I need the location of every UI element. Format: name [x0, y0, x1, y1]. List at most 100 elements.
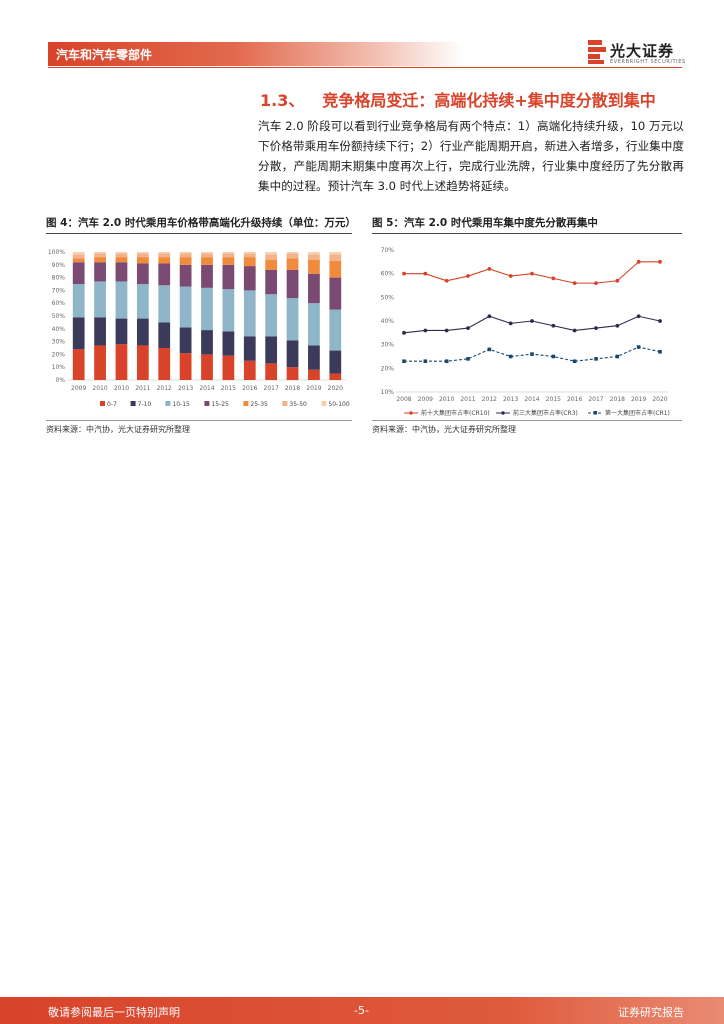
data-point: [658, 349, 662, 354]
brand-subtitle: EVERBRIGHT SECURITIES: [610, 59, 686, 65]
bar-segment: [115, 344, 128, 380]
data-point: [444, 278, 449, 283]
bar-segment: [329, 350, 342, 374]
bar-segment: [179, 353, 192, 380]
x-tick-label: 2011: [135, 385, 150, 392]
bar-segment: [308, 369, 320, 380]
brand-logo: 光大证券 EVERBRIGHT SECURITIES: [588, 38, 688, 68]
x-tick-label: 2014: [199, 385, 214, 392]
y-tick-label: 80%: [52, 275, 66, 282]
bar-segment: [201, 287, 213, 331]
x-tick-label: 2016: [567, 396, 582, 403]
bar-segment: [179, 253, 192, 258]
figure-4-source: 资料来源：中汽协，光大证券研究所整理: [46, 425, 190, 434]
x-tick-label: 2019: [631, 396, 646, 403]
bar-segment: [243, 266, 256, 291]
bar-segment: [286, 367, 299, 380]
data-point: [402, 330, 406, 335]
bar-segment: [265, 254, 278, 260]
data-point: [572, 281, 577, 286]
bar-segment: [222, 257, 235, 265]
bar-segment: [286, 340, 299, 368]
bar-segment: [243, 360, 256, 380]
figure-4-source-rule: [46, 420, 352, 421]
data-point: [530, 271, 534, 276]
footer-page-number: -5-: [354, 1004, 369, 1017]
data-point: [530, 319, 534, 323]
bar-segment: [222, 253, 235, 258]
brand-name: 光大证券: [610, 42, 675, 60]
y-tick-label: 30%: [52, 339, 66, 346]
y-tick-label: 100%: [48, 249, 65, 256]
legend-label: 25-35: [250, 401, 268, 408]
bar-segment: [201, 252, 213, 254]
figure-5-title-rule: [372, 233, 682, 234]
bar-segment: [72, 284, 85, 318]
bar-segment: [72, 262, 85, 284]
bar-segment: [243, 290, 256, 337]
bar-segment: [286, 269, 299, 299]
bar-segment: [265, 336, 278, 364]
bar-segment: [115, 281, 128, 319]
bar-segment: [136, 257, 149, 264]
bar-segment: [94, 252, 106, 254]
legend-swatch: [130, 401, 136, 406]
bar-segment: [222, 289, 235, 332]
section-number: 1.3、: [260, 91, 305, 110]
bar-segment: [136, 318, 149, 346]
bar-segment: [286, 258, 299, 270]
bar-segment: [286, 252, 299, 254]
y-tick-label: 20%: [52, 351, 66, 358]
section-title-text: 竞争格局变迁：高端化持续+集中度分散到集中: [322, 91, 656, 110]
y-tick-label: 30%: [381, 342, 395, 349]
bar-segment: [286, 298, 299, 341]
series-line: [403, 315, 661, 334]
bar-segment: [94, 253, 106, 258]
data-point: [658, 319, 662, 323]
legend-marker: [593, 411, 597, 415]
bar-segment: [136, 253, 149, 258]
bar-segment: [222, 252, 235, 254]
x-tick-label: 2013: [178, 385, 193, 392]
bar-segment: [329, 373, 342, 380]
y-tick-label: 40%: [381, 318, 395, 325]
bar-segment: [115, 262, 128, 282]
y-tick-label: 0%: [55, 377, 65, 384]
bar-segment: [243, 257, 256, 267]
x-tick-label: 2015: [221, 385, 236, 392]
bar-segment: [158, 285, 171, 323]
x-tick-label: 2008: [396, 396, 411, 403]
data-point: [444, 328, 449, 333]
bar-segment: [158, 253, 171, 258]
legend-swatch: [243, 401, 249, 406]
legend-label: 50-100: [328, 401, 349, 408]
y-tick-label: 70%: [381, 247, 395, 254]
data-point: [423, 359, 428, 364]
bar-segment: [179, 252, 192, 254]
section-paragraph: 汽车 2.0 阶段可以看到行业竞争格局有两个特点：1）高端化持续升级，10 万元…: [258, 119, 684, 193]
footer-report-type: 证券研究报告: [618, 1006, 684, 1019]
legend-label: 15-25: [211, 401, 229, 408]
x-tick-label: 2011: [460, 396, 475, 403]
bar-segment: [201, 264, 213, 288]
bar-segment: [308, 303, 320, 346]
data-point: [636, 259, 641, 264]
bar-segment: [94, 262, 106, 282]
x-tick-label: 2009: [71, 385, 86, 392]
bar-segment: [72, 258, 85, 263]
x-tick-label: 2018: [285, 385, 300, 392]
figure-4-title-rule: [46, 233, 352, 234]
legend-marker: [409, 411, 413, 415]
bar-segment: [329, 277, 342, 310]
bar-segment: [329, 254, 342, 261]
bar-segment: [329, 260, 342, 278]
bar-segment: [115, 253, 128, 258]
bar-segment: [158, 263, 171, 286]
data-point: [551, 276, 556, 281]
bar-segment: [201, 354, 213, 380]
bar-segment: [72, 252, 85, 255]
data-point: [444, 359, 449, 364]
bar-segment: [243, 252, 256, 254]
x-tick-label: 2012: [482, 396, 497, 403]
figure-5-line-chart: 10% 20% 30% 40% 50% 60% 70% 2008 2009 2010 2011 201…: [381, 247, 670, 417]
